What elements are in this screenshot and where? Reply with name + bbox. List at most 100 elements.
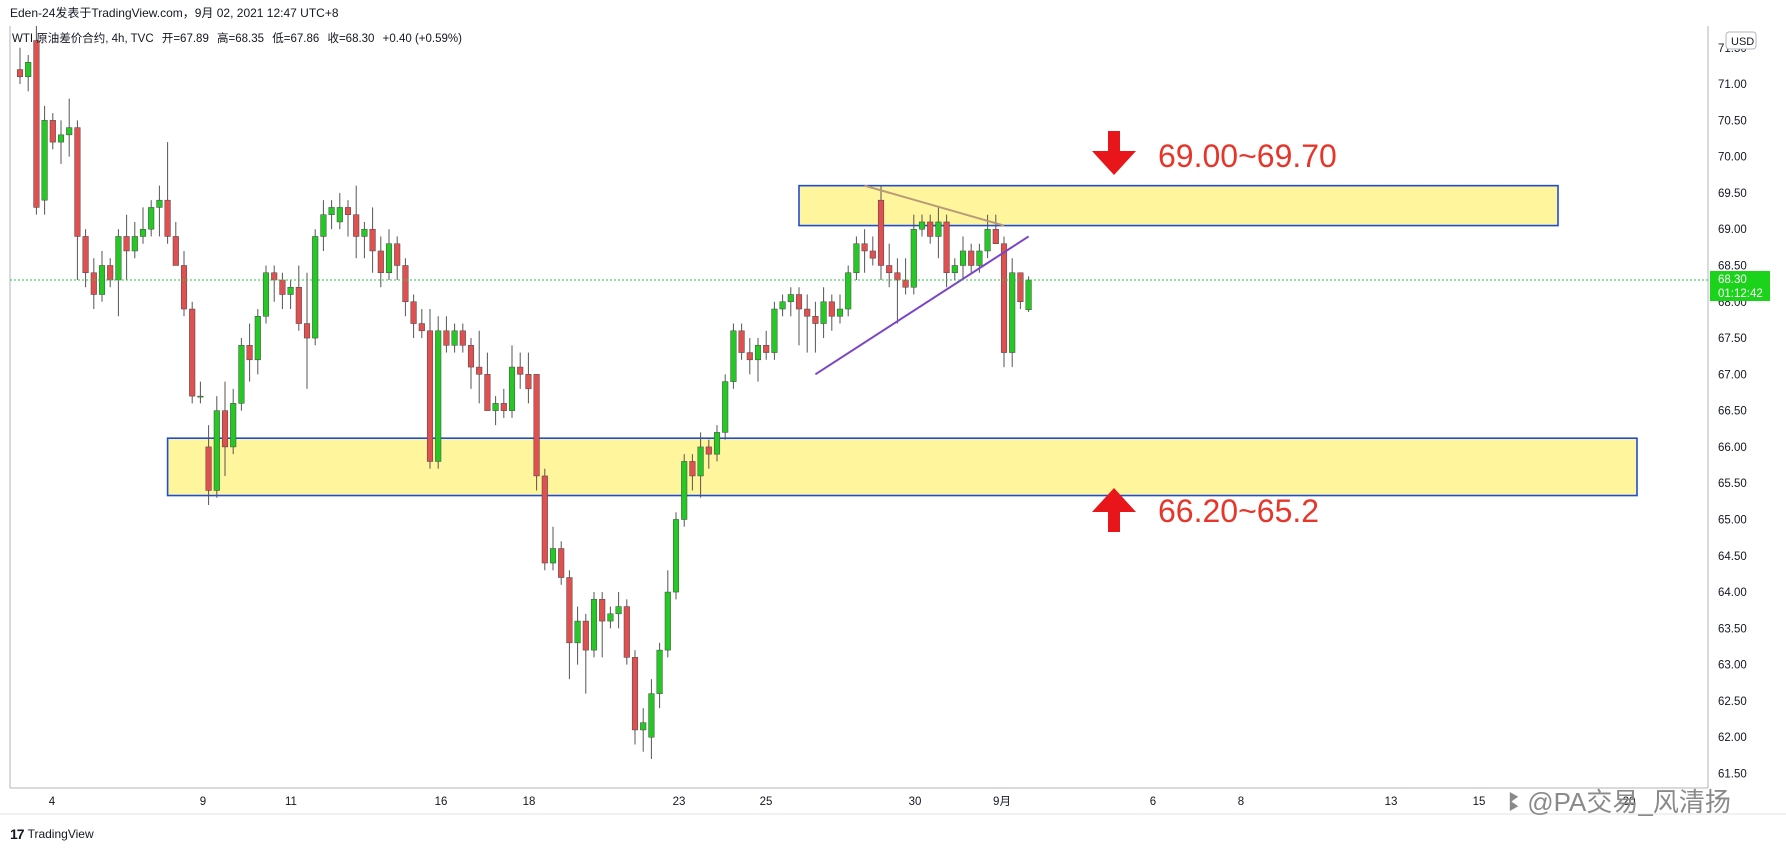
candle-body [189, 308, 196, 397]
candle-body [246, 345, 253, 361]
x-tick-label: 9月 [993, 796, 1011, 808]
candle-body [115, 236, 122, 281]
candle-body [845, 272, 852, 310]
ohlc-high: 高=68.35 [217, 33, 265, 45]
ohlc-open: 开=67.89 [161, 33, 209, 45]
candle-body [385, 243, 393, 273]
x-tick-label: 20 [1623, 796, 1636, 808]
candle-body [861, 243, 868, 252]
publisher-text: Eden-24发表于TradingView.com，9月 02, 2021 12… [10, 6, 339, 20]
candle-body [558, 548, 565, 578]
candle-body [443, 330, 450, 346]
brand-name[interactable]: TradingView [27, 827, 94, 841]
candle-body [205, 446, 212, 491]
candle-body [976, 250, 983, 266]
candle-body [476, 366, 483, 375]
candle-body [377, 250, 384, 273]
candle-body [984, 228, 991, 252]
candle-body [172, 236, 179, 266]
candle-body [148, 207, 155, 230]
y-tick-label: 63.50 [1718, 623, 1747, 635]
candle-body [927, 221, 934, 237]
candle-body [713, 432, 721, 455]
y-tick-label: 70.00 [1718, 152, 1747, 164]
candle-body [836, 308, 844, 317]
symbol-info: WTI 原油差价合约, 4h, TVC 开=67.89 高=68.35 低=67… [12, 30, 467, 46]
candle-body [910, 228, 917, 288]
ohlc-low: 低=67.86 [272, 33, 320, 45]
descending-trendline [864, 184, 1005, 227]
x-tick-label: 16 [435, 796, 448, 808]
candle-body [664, 591, 671, 651]
candle-body [180, 265, 188, 310]
candle-body [722, 381, 729, 433]
candle-body [197, 395, 204, 398]
y-tick-label: 69.50 [1718, 188, 1747, 200]
candle-body [754, 345, 762, 361]
candle-body [763, 345, 770, 353]
arrow-up-icon [1092, 488, 1136, 532]
x-tick-label: 25 [760, 796, 773, 808]
candle-body [894, 272, 901, 281]
zone-box [166, 437, 1638, 497]
y-tick-label: 64.00 [1718, 587, 1747, 599]
tradingview-logo-icon[interactable]: 17 [10, 826, 25, 842]
candle-body [369, 228, 376, 252]
x-tick-label: 15 [1473, 796, 1486, 808]
y-tick-label: 67.50 [1718, 333, 1747, 345]
candle-body [344, 207, 352, 215]
arrow-down-icon [1092, 131, 1136, 175]
candle-body [484, 374, 491, 411]
last-price-badge [1710, 271, 1770, 301]
candle-body [279, 279, 286, 295]
candle-body [812, 316, 819, 324]
weibo-icon: ꔪ [1508, 787, 1528, 817]
candle-body [517, 366, 524, 375]
candle-body [1017, 272, 1024, 303]
symbol-name[interactable]: WTI 原油差价合约, 4h, TVC [12, 33, 154, 45]
last-price-value: 68.30 [1718, 274, 1747, 286]
candle-body [336, 207, 343, 223]
candle-body [631, 657, 639, 731]
y-tick-label: 68.50 [1718, 260, 1747, 272]
x-tick-label: 9 [200, 796, 206, 808]
y-tick-label: 64.50 [1718, 551, 1747, 563]
x-tick-label: 18 [523, 796, 536, 808]
candle-body [271, 272, 278, 281]
candle-body [492, 403, 499, 411]
candle-body [156, 199, 163, 208]
x-tick-label: 11 [285, 796, 297, 808]
candle-body [853, 243, 860, 273]
candle-body [328, 207, 335, 215]
x-tick-label: 23 [673, 796, 686, 808]
y-tick-label: 66.00 [1718, 442, 1747, 454]
candle-body [795, 294, 803, 310]
currency-tag-box [1725, 31, 1757, 50]
candle-body [771, 308, 778, 353]
publisher-header: Eden-24发表于TradingView.com，9月 02, 2021 12… [0, 0, 1786, 26]
ohlc-change: +0.40 (+0.59%) [382, 33, 462, 45]
candle-body [16, 69, 24, 78]
candle-body [107, 265, 114, 281]
candle-body [312, 236, 319, 339]
candle-body [656, 649, 663, 694]
candle-body [590, 599, 598, 651]
watermark: ꔪ @PA交易_风清扬 [1508, 782, 1731, 819]
y-tick-label: 69.00 [1718, 224, 1747, 236]
candle-body [57, 134, 65, 143]
candle-body [886, 265, 893, 273]
zone-box [798, 184, 1559, 227]
candle-body [877, 199, 885, 266]
y-tick-label: 63.00 [1718, 660, 1747, 672]
candle-body [533, 374, 540, 477]
candle-body [648, 693, 655, 738]
candle-body [525, 374, 532, 390]
candle-body [672, 519, 680, 593]
candle-body [418, 323, 425, 332]
candle-body [705, 446, 712, 455]
x-tick-label: 13 [1385, 796, 1398, 808]
candle-body [508, 366, 516, 411]
y-tick-label: 65.00 [1718, 514, 1747, 526]
candle-body [968, 250, 975, 266]
